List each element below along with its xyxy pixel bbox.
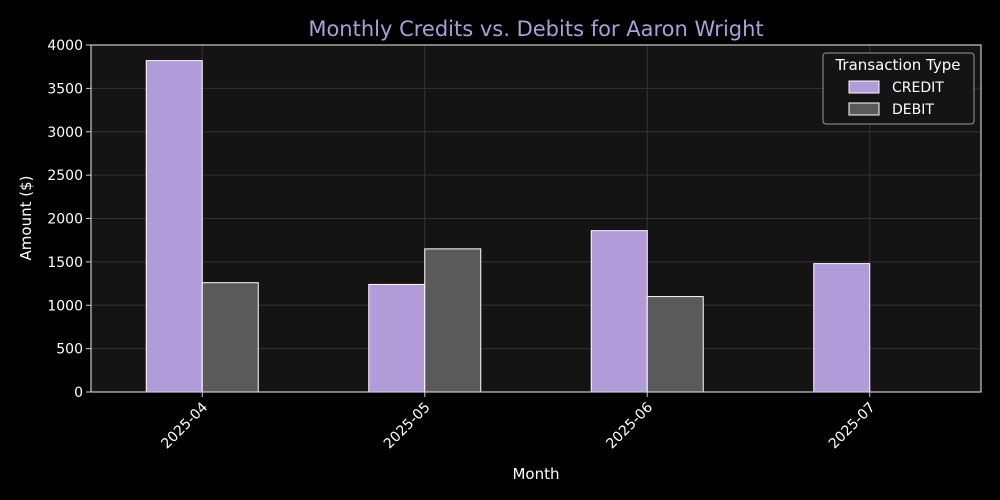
y-tick-label: 3000 bbox=[47, 125, 83, 141]
bars bbox=[145, 60, 871, 393]
x-axis-label: Month bbox=[512, 465, 559, 483]
legend-swatch-debit bbox=[848, 102, 880, 116]
bar-credit bbox=[590, 230, 648, 393]
legend-title: Transaction Type bbox=[834, 56, 960, 74]
y-axis-label: Amount ($) bbox=[17, 176, 35, 261]
bar-debit bbox=[201, 282, 259, 393]
bar-credit bbox=[145, 60, 203, 393]
legend-swatch-credit bbox=[848, 80, 880, 94]
bar-debit bbox=[646, 296, 704, 393]
y-tick-label: 1000 bbox=[47, 298, 83, 314]
legend-label-credit: CREDIT bbox=[892, 80, 944, 96]
y-tick-label: 500 bbox=[56, 342, 83, 358]
chart-title: Monthly Credits vs. Debits for Aaron Wri… bbox=[308, 17, 763, 41]
y-tick-label: 0 bbox=[74, 385, 83, 401]
legend: Transaction Type CREDIT DEBIT bbox=[822, 52, 975, 125]
bar-debit bbox=[424, 248, 482, 393]
y-tick-label: 2500 bbox=[47, 168, 83, 184]
y-tick-label: 1500 bbox=[47, 255, 83, 271]
y-tick-label: 4000 bbox=[47, 38, 83, 54]
legend-items: CREDIT DEBIT bbox=[848, 80, 944, 118]
bar-credit bbox=[813, 263, 871, 393]
y-axis-ticks: 0 500 1000 1500 2000 2500 3000 3500 4000 bbox=[47, 38, 91, 401]
bar-credit bbox=[368, 283, 426, 393]
legend-label-debit: DEBIT bbox=[892, 102, 934, 118]
y-tick-label: 2000 bbox=[47, 212, 83, 228]
y-tick-label: 3500 bbox=[47, 81, 83, 97]
